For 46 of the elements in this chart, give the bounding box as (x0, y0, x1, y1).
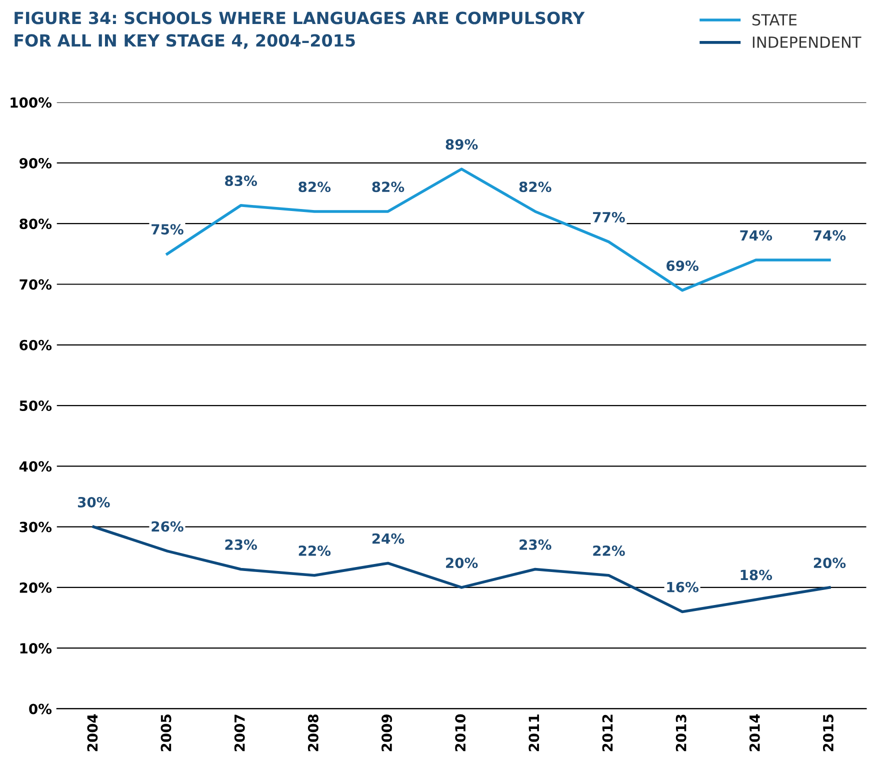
data-label: 82% (372, 182, 404, 192)
y-tick-label: 20% (20, 582, 52, 593)
y-tick-label: 80% (20, 218, 52, 230)
data-label: 24% (372, 533, 404, 544)
data-label: 22% (593, 545, 625, 556)
y-tick-label: 10% (20, 643, 52, 654)
x-tick-label: 2011 (528, 714, 540, 752)
data-label: 16% (667, 582, 698, 592)
y-tick-label: 0% (29, 704, 52, 714)
y-tick-label: 50% (20, 400, 52, 412)
data-label: 23% (520, 539, 552, 550)
data-label: 89% (446, 139, 478, 150)
data-label: 22% (298, 545, 331, 556)
data-label: 20% (814, 558, 846, 568)
x-tick-label: 2005 (160, 714, 172, 752)
y-tick-label: 100% (10, 97, 52, 108)
x-tick-label: 2010 (455, 714, 466, 752)
x-tick-label: 2012 (602, 714, 613, 752)
data-label: 23% (225, 539, 258, 550)
x-tick-label: 2009 (382, 714, 392, 752)
x-tick-label: 2015 (822, 714, 834, 752)
y-tick-label: 40% (19, 461, 52, 472)
y-tick-label: 70% (20, 279, 52, 290)
data-label: 74% (740, 230, 772, 241)
x-tick-label: 2013 (676, 714, 686, 752)
y-tick-label: 90% (19, 158, 52, 168)
legend-label: STATE (752, 14, 797, 26)
x-tick-label: 2007 (234, 714, 245, 752)
x-tick-label: 2004 (87, 714, 98, 752)
data-label: 18% (740, 570, 772, 580)
data-label: 77% (593, 212, 625, 222)
chart-title: FIGURE 34: SCHOOLS WHERE LANGUAGES ARE COMPULSORY FOR ALL IN KEY STAGE 4, 2004–2015 (14, 12, 585, 49)
x-tick-label: 2014 (749, 714, 760, 752)
data-label: 26% (152, 521, 184, 532)
data-label: 69% (666, 260, 698, 271)
data-label: 75% (152, 224, 184, 235)
y-tick-label: 30% (20, 522, 52, 532)
data-label: 83% (225, 176, 258, 186)
x-tick-label: 2008 (308, 714, 318, 752)
data-label: 74% (814, 230, 846, 241)
legend-label: INDEPENDENT (752, 36, 862, 48)
data-label: 20% (446, 558, 478, 568)
y-tick-label: 60% (20, 340, 52, 350)
data-label: 30% (78, 496, 110, 508)
data-label: 82% (298, 182, 331, 192)
data-label: 82% (519, 182, 552, 192)
